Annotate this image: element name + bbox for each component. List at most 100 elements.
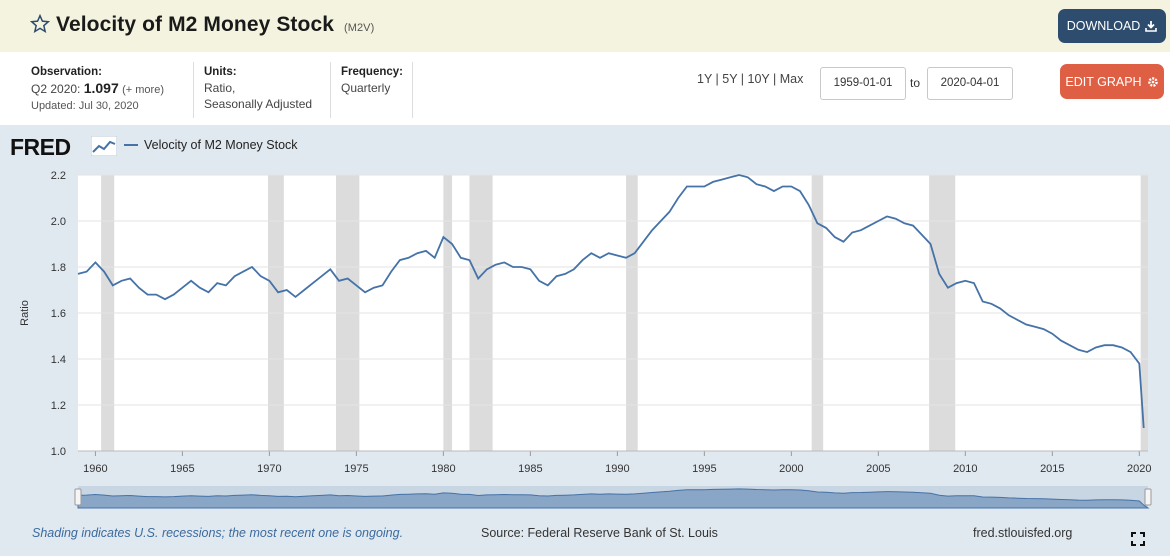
- data-point: [1094, 346, 1097, 349]
- divider: [330, 62, 331, 118]
- data-point: [816, 222, 819, 225]
- data-point: [964, 279, 967, 282]
- start-date-input[interactable]: 1959-01-01: [820, 67, 906, 100]
- data-point: [920, 233, 923, 236]
- observation-value: 1.097: [83, 80, 119, 96]
- edit-graph-label: EDIT GRAPH: [1065, 74, 1142, 89]
- data-point: [590, 252, 593, 255]
- data-point: [981, 300, 984, 303]
- data-point: [390, 270, 393, 273]
- data-point: [859, 229, 862, 232]
- info-bar: Observation: Q2 2020: 1.097 (+ more) Upd…: [0, 52, 1170, 125]
- x-tick-label: 1990: [605, 463, 629, 475]
- fred-graph-icon: [91, 136, 117, 156]
- data-point: [694, 185, 697, 188]
- y-tick-label: 1.6: [51, 308, 66, 320]
- data-point: [764, 185, 767, 188]
- data-point: [616, 254, 619, 257]
- data-point: [564, 272, 567, 275]
- data-point: [1086, 351, 1089, 354]
- fred-logo: FRED: [10, 134, 71, 161]
- data-point: [181, 286, 184, 289]
- data-point: [729, 176, 732, 179]
- x-tick-label: 1960: [83, 463, 107, 475]
- x-axis-ticks: 1960 1965 1970 1975 1980 1985 1990 1995 2000 2005…: [78, 450, 1152, 475]
- data-point: [903, 222, 906, 225]
- data-point: [85, 270, 88, 273]
- y-tick-label: 1.0: [51, 446, 66, 458]
- fullscreen-icon[interactable]: [1131, 532, 1145, 546]
- y-tick-label: 1.4: [51, 354, 66, 366]
- data-point: [1060, 339, 1063, 342]
- x-tick-label: 2000: [779, 463, 803, 475]
- data-point: [451, 243, 454, 246]
- data-point: [720, 178, 723, 181]
- end-date-input[interactable]: 2020-04-01: [927, 67, 1013, 100]
- data-point: [659, 220, 662, 223]
- data-point: [425, 249, 428, 252]
- navigator-handle-left[interactable]: [74, 488, 82, 506]
- data-point: [781, 185, 784, 188]
- fred-url[interactable]: fred.stlouisfed.org: [973, 526, 1073, 540]
- observation-label: Observation:: [31, 66, 102, 78]
- data-point: [990, 302, 993, 305]
- data-point: [172, 293, 175, 296]
- data-point: [703, 185, 706, 188]
- data-point: [364, 291, 367, 294]
- series-title: Velocity of M2 Money Stock (M2V): [56, 13, 374, 37]
- data-point: [572, 268, 575, 271]
- data-point: [372, 286, 375, 289]
- data-point: [642, 240, 645, 243]
- data-point: [259, 275, 262, 278]
- y-tick-label: 1.8: [51, 262, 66, 274]
- y-tick-label: 2.0: [51, 216, 66, 228]
- units-label: Units:: [204, 66, 237, 78]
- data-point: [329, 268, 332, 271]
- data-point: [216, 282, 219, 285]
- data-point: [277, 291, 280, 294]
- data-point: [233, 275, 236, 278]
- data-point: [1112, 344, 1115, 347]
- data-point: [120, 279, 123, 282]
- data-point: [1033, 325, 1036, 328]
- edit-graph-button[interactable]: EDIT GRAPH: [1060, 64, 1164, 99]
- source-note: Source: Federal Reserve Bank of St. Loui…: [481, 526, 718, 540]
- line-chart[interactable]: 1.01.21.41.61.82.02.2 1960 1965 1970 1975 19…: [0, 125, 1170, 525]
- download-button[interactable]: DOWNLOAD: [1058, 9, 1166, 43]
- data-point: [137, 286, 140, 289]
- x-tick-label: 1985: [518, 463, 542, 475]
- data-point: [407, 256, 410, 259]
- data-point: [381, 284, 384, 287]
- data-point: [111, 284, 114, 287]
- fred-logo-text: FRED: [10, 134, 71, 160]
- range-links[interactable]: 1Y | 5Y | 10Y | Max: [697, 72, 804, 86]
- series-line-velocity[interactable]: [77, 174, 1145, 429]
- title-bar: Velocity of M2 Money Stock (M2V) DOWNLOA…: [0, 0, 1170, 52]
- data-point: [1077, 348, 1080, 351]
- updated-date: Updated: Jul 30, 2020: [31, 100, 139, 112]
- x-tick-label: 1970: [257, 463, 281, 475]
- data-point: [886, 215, 889, 218]
- data-point: [546, 284, 549, 287]
- star-icon[interactable]: [30, 14, 50, 34]
- data-point: [459, 256, 462, 259]
- data-point: [599, 256, 602, 259]
- data-point: [1051, 332, 1054, 335]
- data-point: [607, 252, 610, 255]
- x-tick-label: 2005: [866, 463, 890, 475]
- data-point: [894, 217, 897, 220]
- y-axis-label: Ratio: [19, 300, 31, 326]
- data-point: [807, 203, 810, 206]
- frequency-value: Quarterly: [341, 81, 391, 95]
- data-point: [320, 275, 323, 278]
- data-point: [1138, 362, 1141, 365]
- navigator-handle-right[interactable]: [1144, 488, 1152, 506]
- data-point: [790, 185, 793, 188]
- data-point: [146, 293, 149, 296]
- data-point: [877, 220, 880, 223]
- data-point: [311, 282, 314, 285]
- data-point: [755, 183, 758, 186]
- data-point: [416, 252, 419, 255]
- observation-more-link[interactable]: (+ more): [122, 84, 164, 96]
- data-point: [468, 259, 471, 262]
